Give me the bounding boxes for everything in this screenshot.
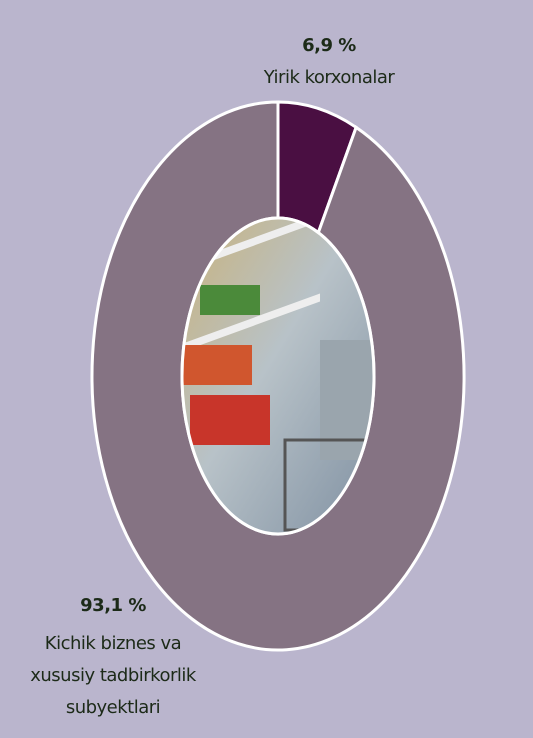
value-label: 93,1 % — [80, 595, 146, 616]
center-photo — [182, 218, 374, 534]
slice-label: 93,1 % Kichik biznes va xususiy tadbirko… — [18, 590, 208, 724]
category-label: Yirik korxonalar — [263, 67, 395, 88]
inner-border — [180, 216, 376, 536]
value-label: 6,9 % — [302, 35, 356, 56]
category-label: Kichik biznes va xususiy tadbirkorlik su… — [30, 633, 196, 718]
slice-label: 6,9 % Yirik korxonalar — [229, 30, 429, 94]
